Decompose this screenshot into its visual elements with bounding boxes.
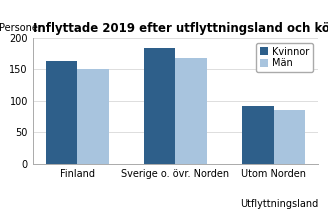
Text: Inflyttade 2019 efter utflyttningsland och kön: Inflyttade 2019 efter utflyttningsland o… bbox=[33, 22, 328, 35]
Bar bbox=[242, 106, 274, 164]
Bar bbox=[175, 58, 207, 164]
Text: Personer: Personer bbox=[0, 23, 41, 33]
Bar bbox=[46, 61, 77, 164]
Bar bbox=[77, 69, 109, 164]
Bar bbox=[144, 48, 175, 164]
Text: Utflyttningsland: Utflyttningsland bbox=[240, 199, 318, 209]
Bar bbox=[274, 110, 305, 164]
Legend: Kvinnor, Män: Kvinnor, Män bbox=[256, 43, 313, 72]
